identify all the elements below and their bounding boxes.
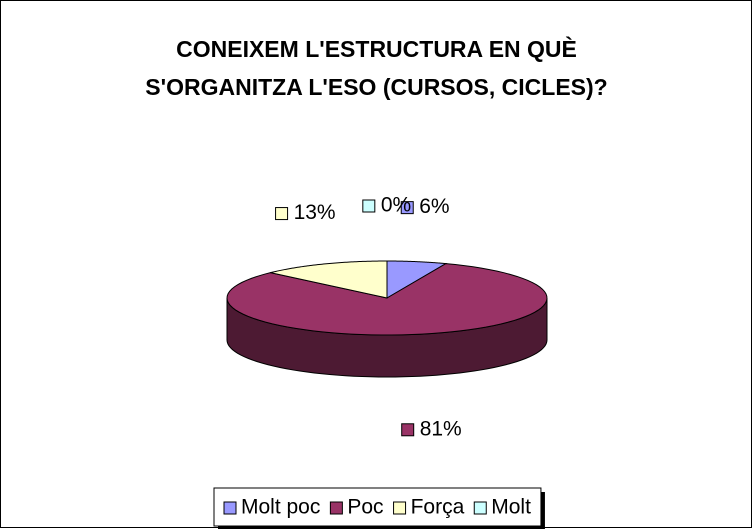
data-label: 13% xyxy=(275,201,336,224)
data-label: 0% xyxy=(362,194,411,217)
data-label-text: 6% xyxy=(419,195,449,218)
legend-key xyxy=(473,501,487,515)
legend-label: Molt xyxy=(491,496,531,519)
legend-label: Poc xyxy=(347,496,383,519)
data-label-key xyxy=(401,423,415,437)
data-label-key xyxy=(400,201,414,215)
legend-label: Força xyxy=(411,496,465,519)
legend-key xyxy=(223,501,237,515)
legend-label: Molt poc xyxy=(241,496,320,519)
legend-key xyxy=(329,501,343,515)
data-label-key xyxy=(362,199,376,213)
pie-slice xyxy=(386,260,448,299)
pie-slice xyxy=(270,260,388,299)
data-label-text: 0% xyxy=(381,194,411,217)
data-label-key xyxy=(275,207,289,221)
data-label-text: 13% xyxy=(294,201,336,224)
legend: Molt poc Poc Força Molt xyxy=(213,487,545,529)
data-label: 81% xyxy=(401,417,462,440)
legend-key xyxy=(393,501,407,515)
data-label-text: 81% xyxy=(420,417,462,440)
chart-title: CONEIXEM L'ESTRUCTURA EN QUÈ S'ORGANITZA… xyxy=(145,36,608,100)
data-label: 6% xyxy=(400,195,450,218)
pie-slice xyxy=(226,263,548,336)
